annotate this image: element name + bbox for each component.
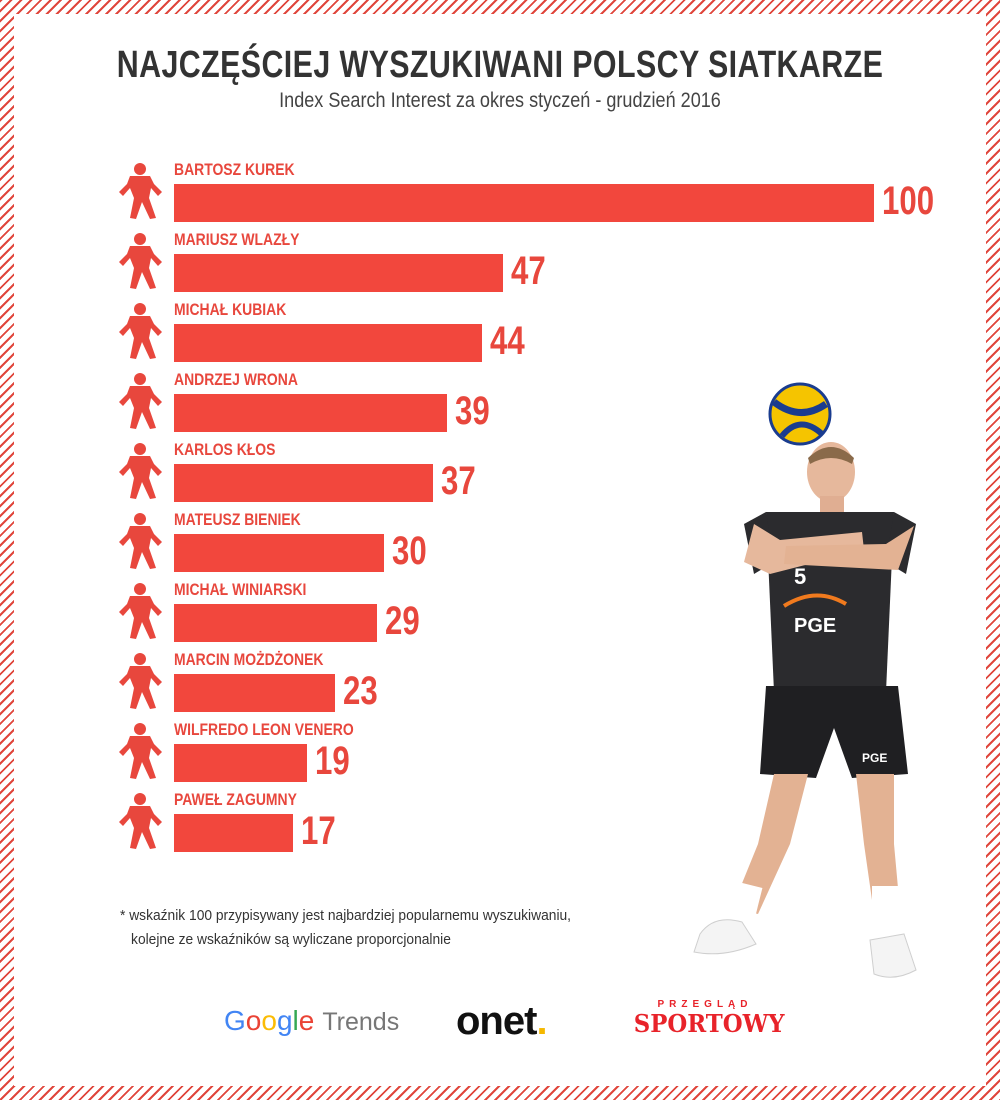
chart-row: MICHAŁ KUBIAK 44: [14, 300, 984, 363]
bar: [174, 814, 293, 852]
category-label: MATEUSZ BIENIEK: [174, 510, 301, 529]
chart-title: NAJCZĘŚCIEJ WYSZUKIWANI POLSCY SIATKARZE: [116, 44, 884, 86]
data-label: 37: [441, 459, 476, 503]
onet-logo: onet.: [456, 999, 548, 1043]
svg-text:PGE: PGE: [862, 751, 887, 765]
chart-row: MARCIN MOŻDŻONEK 23: [14, 650, 984, 713]
data-label: 47: [511, 249, 546, 293]
volleyball-player-silhouette-icon: [118, 722, 164, 780]
data-label: 30: [392, 529, 427, 573]
category-label: MARCIN MOŻDŻONEK: [174, 650, 324, 669]
google-trends-logo: Google Trends: [224, 1005, 400, 1036]
category-label: MICHAŁ WINIARSKI: [174, 580, 307, 599]
chart-row: MARIUSZ WLAZŁY 47: [14, 230, 984, 293]
volleyball-player-silhouette-icon: [118, 372, 164, 430]
volleyball-player-silhouette-icon: [118, 442, 164, 500]
category-label: KARLOS KŁOS: [174, 440, 276, 459]
volleyball-player-silhouette-icon: [118, 512, 164, 570]
volleyball-player-silhouette-icon: [118, 792, 164, 850]
bar: [174, 744, 307, 782]
infographic-canvas: NAJCZĘŚCIEJ WYSZUKIWANI POLSCY SIATKARZE…: [14, 14, 986, 1086]
data-label: 39: [455, 389, 490, 433]
logo-strip: Google Trends onet. PRZEGLĄD SPORTOWY: [14, 999, 984, 1059]
footnote-line-2: kolejne ze wskaźników są wyliczane propo…: [131, 931, 451, 948]
chart-row: KARLOS KŁOS 37: [14, 440, 984, 503]
category-label: ANDRZEJ WRONA: [174, 370, 298, 389]
chart-row: MICHAŁ WINIARSKI 29: [14, 580, 984, 643]
bar: [174, 464, 433, 502]
volleyball-player-silhouette-icon: [118, 162, 164, 220]
volleyball-player-silhouette-icon: [118, 232, 164, 290]
bar: [174, 534, 384, 572]
svg-text:5: 5: [794, 564, 806, 589]
data-label: 23: [343, 669, 378, 713]
bar: [174, 184, 874, 222]
category-label: PAWEŁ ZAGUMNY: [174, 790, 297, 809]
svg-text:PGE: PGE: [794, 615, 836, 637]
footnote-line-1: * wskaźnik 100 przypisywany jest najbard…: [120, 907, 572, 924]
chart-row: BARTOSZ KUREK 100: [14, 160, 984, 223]
volleyball-ball-icon: [768, 382, 832, 446]
data-label: 29: [385, 599, 420, 643]
data-label: 19: [315, 739, 350, 783]
chart-row: MATEUSZ BIENIEK 30: [14, 510, 984, 573]
bar: [174, 674, 335, 712]
data-label: 17: [301, 809, 336, 853]
volleyball-player-photo: 5 PGE PGE: [693, 382, 917, 978]
bar: [174, 324, 482, 362]
category-label: WILFREDO LEON VENERO: [174, 720, 354, 739]
chart-row: PAWEŁ ZAGUMNY 17: [14, 790, 984, 853]
category-label: BARTOSZ KUREK: [174, 160, 295, 179]
footnote: * wskaźnik 100 przypisywany jest najbard…: [120, 904, 571, 952]
category-label: MARIUSZ WLAZŁY: [174, 230, 300, 249]
volleyball-player-silhouette-icon: [118, 652, 164, 710]
chart-subtitle: Index Search Interest za okres styczeń -…: [279, 89, 721, 112]
volleyball-player-silhouette-icon: [118, 302, 164, 360]
bar: [174, 604, 377, 642]
category-label: MICHAŁ KUBIAK: [174, 300, 287, 319]
bar: [174, 254, 503, 292]
chart-row: WILFREDO LEON VENERO 19: [14, 720, 984, 783]
przeglad-sportowy-logo: PRZEGLĄD SPORTOWY: [633, 999, 785, 1038]
data-label: 44: [490, 319, 525, 363]
data-label: 100: [882, 179, 935, 223]
bar: [174, 394, 447, 432]
chart-row: ANDRZEJ WRONA 39: [14, 370, 984, 433]
volleyball-player-silhouette-icon: [118, 582, 164, 640]
